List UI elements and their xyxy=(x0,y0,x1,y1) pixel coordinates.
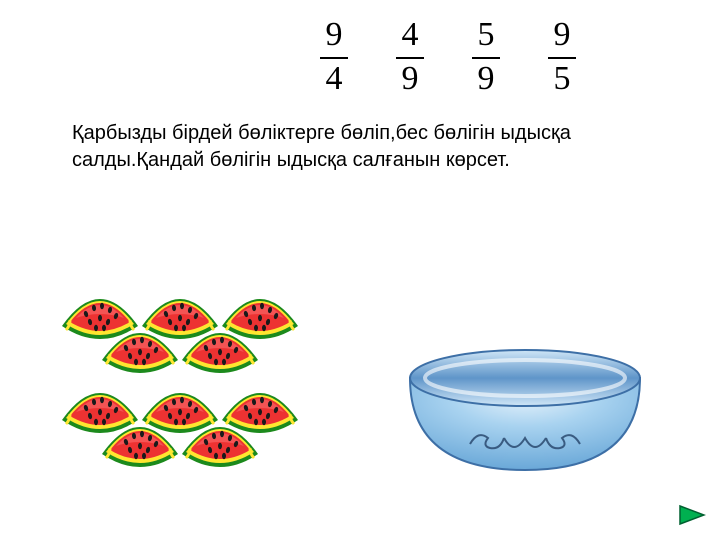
fractions-row: 9 4 4 9 5 9 9 5 xyxy=(320,18,576,96)
fraction-bar xyxy=(320,57,348,59)
bowl[interactable] xyxy=(400,340,650,490)
fraction-denominator: 5 xyxy=(554,62,571,96)
next-arrow-button[interactable] xyxy=(678,504,706,526)
watermelon-slice[interactable] xyxy=(176,414,264,470)
fraction-denominator: 9 xyxy=(402,62,419,96)
fraction-numerator: 4 xyxy=(402,18,419,54)
question-text: Қарбызды бірдей бөліктерге бөліп,бес бөл… xyxy=(72,120,632,174)
fraction-bar xyxy=(548,57,576,59)
fraction-bar xyxy=(396,57,424,59)
fraction-denominator: 4 xyxy=(326,62,343,96)
watermelon-slice[interactable] xyxy=(176,320,264,376)
question-line-2: салды.Қандай бөлігін ыдысқа салғанын көр… xyxy=(72,149,510,171)
fraction-bar xyxy=(472,57,500,59)
fraction-numerator: 5 xyxy=(478,18,495,54)
fraction-numerator: 9 xyxy=(554,18,571,54)
watermelon-group xyxy=(56,286,306,506)
watermelon-slice[interactable] xyxy=(96,414,184,470)
fraction-option-4[interactable]: 9 5 xyxy=(548,18,576,96)
watermelon-slice[interactable] xyxy=(96,320,184,376)
question-line-1: Қарбызды бірдей бөліктерге бөліп,бес бөл… xyxy=(72,122,571,144)
fraction-numerator: 9 xyxy=(326,18,343,54)
fraction-option-3[interactable]: 5 9 xyxy=(472,18,500,96)
fraction-option-1[interactable]: 9 4 xyxy=(320,18,348,96)
fraction-option-2[interactable]: 4 9 xyxy=(396,18,424,96)
fraction-denominator: 9 xyxy=(478,62,495,96)
